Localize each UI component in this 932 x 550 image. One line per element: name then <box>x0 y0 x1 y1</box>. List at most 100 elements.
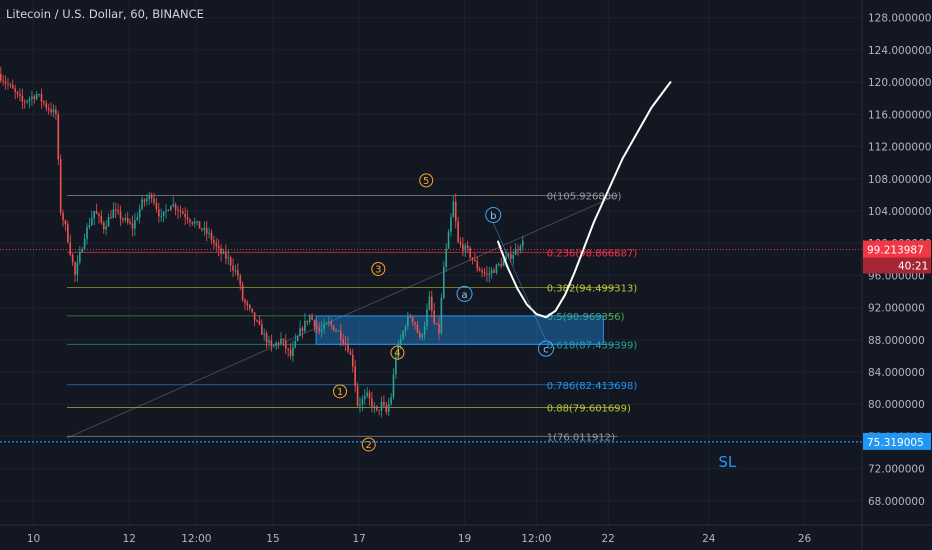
candle-body <box>229 257 232 266</box>
candle-body <box>189 219 191 222</box>
candle-body <box>138 208 141 218</box>
candle-body <box>299 328 301 337</box>
candle-body <box>390 397 392 404</box>
candle-body <box>514 249 517 255</box>
wave-label-c: c <box>543 345 549 356</box>
candle-body <box>332 325 335 331</box>
candle-body <box>203 227 206 230</box>
candle-body <box>478 268 481 271</box>
fib-label-0.236: 0.236(98.866887) <box>547 248 638 259</box>
candle-body <box>55 109 57 115</box>
candle-body <box>93 211 95 218</box>
candle-body <box>488 273 491 275</box>
candle-body <box>500 264 503 267</box>
candle-body <box>11 85 14 89</box>
current-price-value: 99.213987 <box>867 245 924 257</box>
candle-body <box>83 238 86 249</box>
candle-body <box>143 199 146 202</box>
stop-loss-text: SL <box>718 453 737 471</box>
candle-body <box>258 320 261 325</box>
candle-body <box>59 159 62 213</box>
candle-body <box>234 270 237 272</box>
candle-body <box>306 320 309 323</box>
candle-body <box>342 339 345 344</box>
candle-body <box>380 401 383 411</box>
candle-body <box>462 244 464 251</box>
candle-body <box>498 264 500 266</box>
candle-body <box>136 217 139 221</box>
candle-body <box>14 88 16 92</box>
candle-body <box>170 205 172 211</box>
candle-body <box>335 330 337 332</box>
candle-body <box>95 211 98 214</box>
candle-body <box>213 240 215 244</box>
wave-label-b: b <box>490 211 496 222</box>
stop-loss-value: 75.319005 <box>867 437 924 449</box>
candle-body <box>464 245 467 251</box>
candle-body <box>368 392 371 399</box>
fibonacci-levels: 0(105.926800) 0.236(98.866887) 0.382(94.49… <box>67 191 637 443</box>
chart-title: Litecoin / U.S. Dollar, 60, BINANCE <box>6 7 204 21</box>
candle-body <box>114 209 117 211</box>
wave-label-3: 3 <box>375 264 381 275</box>
stop-loss-badge <box>863 432 931 450</box>
y-axis[interactable]: 68.00000072.00000076.00000080.00000084.0… <box>861 0 931 550</box>
fib-label-1: 1(76.011912) <box>547 432 615 443</box>
x-tick-label: 15 <box>266 533 279 545</box>
candle-body <box>208 232 210 234</box>
candle-body <box>421 334 424 338</box>
candle-body <box>308 315 311 323</box>
candle-body <box>347 344 349 352</box>
candle-body <box>517 249 519 251</box>
candle-body <box>7 83 9 85</box>
candle-body <box>375 405 378 410</box>
fib-label-0.786: 0.786(82.413698) <box>547 381 638 392</box>
candle-body <box>507 253 510 257</box>
candle-body <box>172 204 174 206</box>
candle-body <box>337 330 340 332</box>
wave-labels: 1 2 3 4 5 a b c <box>333 173 554 452</box>
candle-body <box>447 231 450 249</box>
candle-body <box>191 221 194 224</box>
x-axis[interactable]: 10 12 12:00 15 17 19 12:00 22 24 26 <box>0 524 932 545</box>
candle-body <box>510 253 512 259</box>
candle-body <box>402 331 404 340</box>
wave-circle-1 <box>333 384 348 399</box>
candle-body <box>57 114 60 160</box>
candle-body <box>395 357 397 375</box>
projection-layer <box>492 81 672 341</box>
x-tick-label: 10 <box>27 533 40 545</box>
y-tick-label: 68.000000 <box>868 496 925 508</box>
target-zone-layer <box>315 315 604 345</box>
y-tick-label: 112.000000 <box>868 142 931 154</box>
candle-body <box>155 203 158 209</box>
wave-circle-2 <box>361 437 376 452</box>
candle-body <box>275 342 277 346</box>
candle-body <box>469 247 471 258</box>
y-tick-label: 88.000000 <box>868 335 925 347</box>
wave-label-a: a <box>461 290 467 301</box>
candle-body <box>442 267 445 298</box>
candle-body <box>318 327 321 332</box>
candle-body <box>512 254 515 259</box>
candle-body <box>4 81 7 84</box>
candle-body <box>107 217 110 227</box>
y-tick-label: 104.000000 <box>868 206 931 218</box>
candle-body <box>270 340 273 346</box>
x-tick-label: 12:00 <box>521 533 551 545</box>
candle-body <box>241 284 244 301</box>
candle-body <box>471 257 474 260</box>
candle-body <box>88 225 91 228</box>
candle-body <box>476 261 479 269</box>
candle-body <box>490 270 493 274</box>
candle-body <box>249 305 251 309</box>
trend-line-layer <box>66 194 618 439</box>
fib-label-0.618: 0.618(87.439399) <box>547 340 638 351</box>
fib-label-0: 0(105.926800) <box>547 191 622 202</box>
candle-body <box>292 347 294 356</box>
candle-body <box>64 220 67 225</box>
candle-body <box>222 251 225 254</box>
candle-body <box>21 95 24 102</box>
